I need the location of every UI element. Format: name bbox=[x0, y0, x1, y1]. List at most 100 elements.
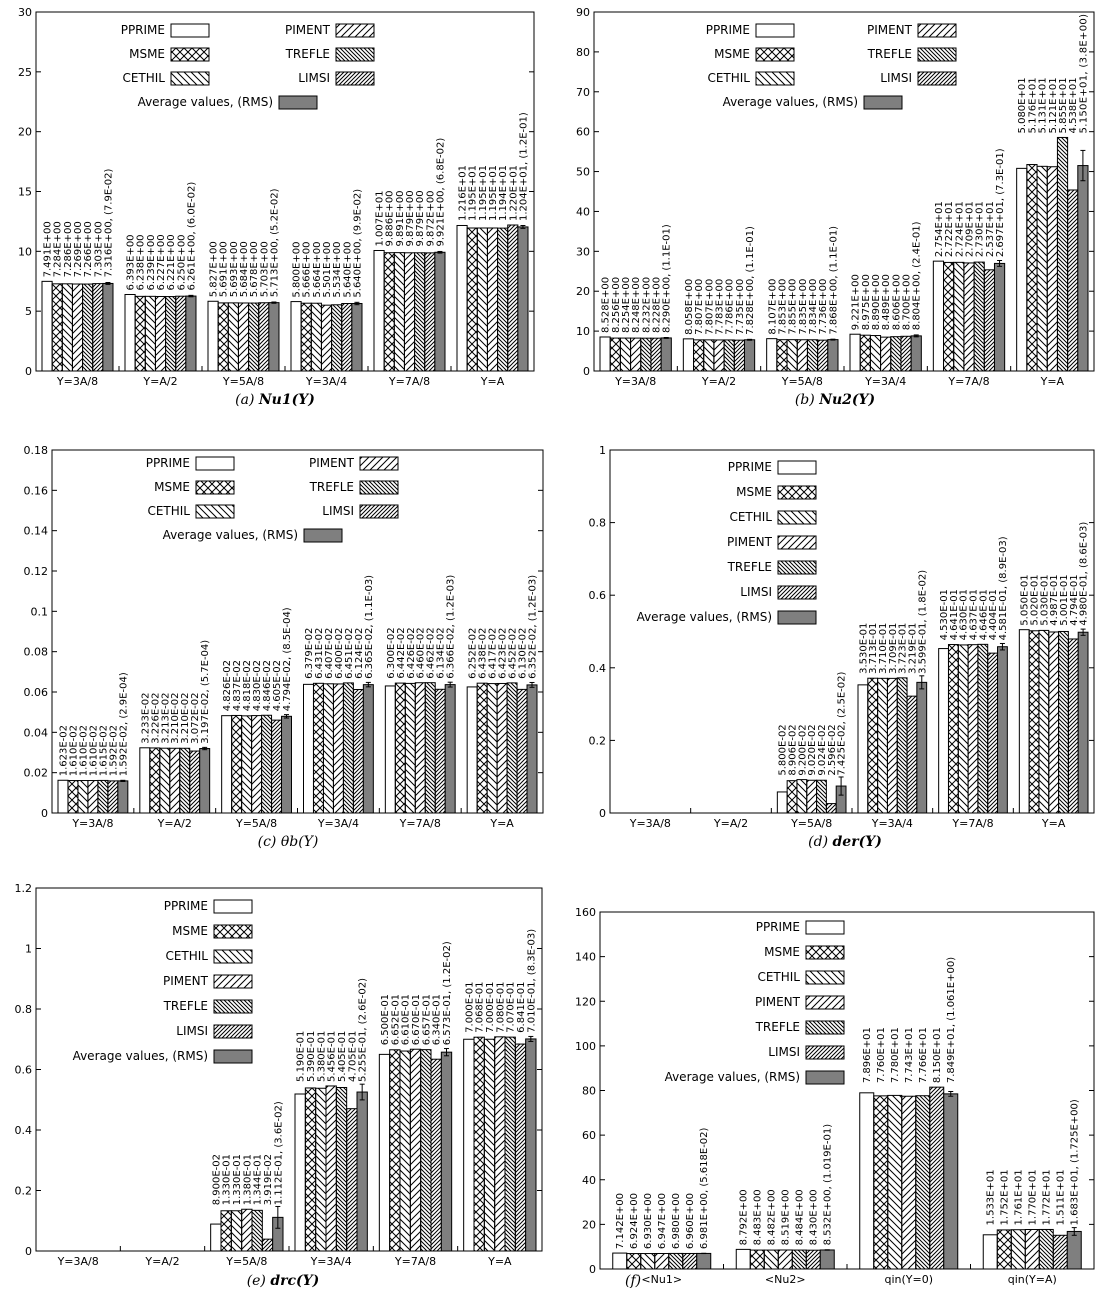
x-tick-label: Y=7A/8 bbox=[947, 375, 989, 388]
data-label: 7.783E+00 bbox=[715, 279, 726, 335]
bar-limsi bbox=[346, 1108, 358, 1252]
bar-pprime bbox=[57, 779, 69, 814]
bar-pprime bbox=[290, 301, 302, 372]
data-label: 2.730E+01 bbox=[975, 201, 986, 257]
data-label: 5.703E+00 bbox=[259, 241, 270, 297]
y-tick-label: 1.2 bbox=[15, 882, 33, 895]
bar-average-values-rms- bbox=[819, 1249, 835, 1270]
data-label: 3.599E-01, (1.8E-02) bbox=[917, 570, 928, 674]
data-label: 9.921E+00, (6.8E-02) bbox=[435, 138, 446, 247]
bar-cethil bbox=[796, 779, 808, 814]
bar-limsi bbox=[424, 252, 436, 372]
y-tick-label: 0.12 bbox=[24, 565, 49, 578]
data-label: 8.228E+00 bbox=[652, 277, 663, 333]
data-label: 4.846E-02 bbox=[262, 660, 273, 711]
data-label: 6.426E-02 bbox=[406, 627, 417, 678]
data-label: 1.592E-02, (2.9E-04) bbox=[118, 672, 129, 776]
data-label: 4.538E+01 bbox=[1068, 77, 1079, 133]
bar-trefle bbox=[331, 304, 343, 372]
bar-pprime bbox=[857, 684, 869, 814]
y-tick-label: 25 bbox=[18, 66, 32, 79]
y-tick-label: 0.4 bbox=[589, 662, 607, 675]
data-label: 7.269E+00 bbox=[73, 221, 84, 277]
bar-pprime bbox=[373, 249, 385, 372]
data-label: 8.430E+00 bbox=[809, 1189, 820, 1245]
panel-a: 0 5 10 15 20 25 30 Y=3A/8 7.491E+00 7.284E+00 7.28… bbox=[18, 6, 535, 408]
legend-label: PPRIME bbox=[728, 460, 772, 474]
data-label: 5.664E+00 bbox=[312, 242, 323, 298]
panel-f: 0 20 40 60 80 100 120 140 160 <Nu1> 7.142E+00 6.924… bbox=[575, 906, 1095, 1289]
data-label: 6.500E-01 bbox=[380, 994, 391, 1045]
y-tick-label: 0.4 bbox=[15, 1124, 33, 1137]
data-label: 5.405E-01 bbox=[337, 1031, 348, 1082]
bar-average-values-rms- bbox=[434, 251, 446, 372]
data-label: 6.423E-02 bbox=[498, 628, 509, 679]
data-label: 6.981E+00, (5.618E-02) bbox=[699, 1127, 710, 1249]
bar-msme bbox=[389, 1049, 401, 1252]
data-label: 6.340E-01 bbox=[432, 994, 443, 1045]
bar-limsi bbox=[507, 224, 519, 372]
bar-piment bbox=[880, 336, 892, 372]
data-label: 3.197E-02, (5.7E-04) bbox=[200, 640, 211, 744]
y-tick-label: 20 bbox=[18, 126, 32, 139]
legend-label: MSME bbox=[129, 47, 165, 61]
data-label: 4.794E-01 bbox=[1069, 574, 1080, 625]
bar-msme bbox=[693, 339, 705, 372]
data-label: 6.124E-02 bbox=[354, 628, 365, 679]
bar-trefle bbox=[420, 1049, 432, 1252]
bar-trefle bbox=[806, 339, 819, 372]
bar-piment bbox=[71, 283, 84, 372]
data-label: 9.200E-02 bbox=[797, 724, 808, 775]
y-tick-label: 10 bbox=[576, 325, 590, 338]
data-label: 5.855E+01 bbox=[1058, 77, 1069, 133]
bar-piment bbox=[320, 304, 333, 372]
bar-msme bbox=[996, 1229, 1012, 1270]
bar-trefle bbox=[504, 1036, 516, 1252]
bar-average-values-rms- bbox=[1077, 631, 1089, 814]
bar-trefle bbox=[424, 682, 436, 814]
bar-limsi bbox=[189, 750, 201, 814]
data-label: 8.482E+00 bbox=[767, 1189, 778, 1245]
y-tick-label: 0 bbox=[583, 365, 590, 378]
x-tick-label: Y=7A/8 bbox=[394, 1255, 436, 1268]
data-label: 1.772E+01 bbox=[1042, 1169, 1053, 1225]
bar-cethil bbox=[957, 644, 969, 814]
y-tick-label: 0.08 bbox=[24, 646, 49, 659]
bar-msme bbox=[859, 334, 871, 372]
data-label: 2.722E+01 bbox=[944, 201, 955, 257]
legend-label: PPRIME bbox=[121, 23, 165, 37]
data-label: 7.807E+00 bbox=[704, 279, 715, 335]
bar-average-values-rms- bbox=[351, 303, 363, 372]
data-label: 1.610E-02 bbox=[78, 725, 89, 776]
data-label: 6.610E-01 bbox=[401, 994, 412, 1045]
data-label: 1.195E+01 bbox=[488, 165, 499, 221]
data-label: 7.425E-02, (2.5E-02) bbox=[837, 672, 848, 776]
bar-pprime bbox=[982, 1234, 998, 1270]
data-label: 6.960E+00 bbox=[685, 1193, 696, 1249]
legend-swatch bbox=[755, 71, 795, 86]
x-tick-label: Y=3A/4 bbox=[305, 375, 347, 388]
bar-average-values-rms- bbox=[910, 335, 922, 372]
x-tick-label: <Nu1> bbox=[641, 1273, 682, 1286]
data-label: 7.491E+00 bbox=[43, 221, 54, 277]
legend-label: PPRIME bbox=[146, 456, 190, 470]
data-label: 5.640E+00, (9.9E-02) bbox=[352, 189, 363, 298]
data-label: 7.780E+01 bbox=[890, 1027, 901, 1083]
y-tick-label: 70 bbox=[576, 86, 590, 99]
bar-piment bbox=[1024, 1229, 1040, 1270]
data-label: 1.330E-01 bbox=[232, 1154, 243, 1205]
legend-swatch bbox=[359, 480, 399, 495]
data-label: 7.896E+01 bbox=[862, 1027, 873, 1083]
x-tick-label: Y=3A/8 bbox=[57, 1255, 99, 1268]
bar-cethil bbox=[640, 1253, 656, 1270]
x-tick-label: qin(Y=0) bbox=[884, 1273, 933, 1286]
data-label: 1.533E+01 bbox=[986, 1169, 997, 1225]
data-label: 7.000E-01 bbox=[464, 982, 475, 1033]
y-tick-label: 1 bbox=[25, 943, 32, 956]
bar-pprime bbox=[599, 336, 611, 372]
bar-pprime bbox=[463, 1038, 475, 1252]
data-label: 4.646E-01 bbox=[978, 589, 989, 640]
bar-pprime bbox=[139, 747, 151, 814]
data-label: 7.786E+00 bbox=[725, 279, 736, 335]
data-label: 1.216E+01 bbox=[458, 165, 469, 221]
